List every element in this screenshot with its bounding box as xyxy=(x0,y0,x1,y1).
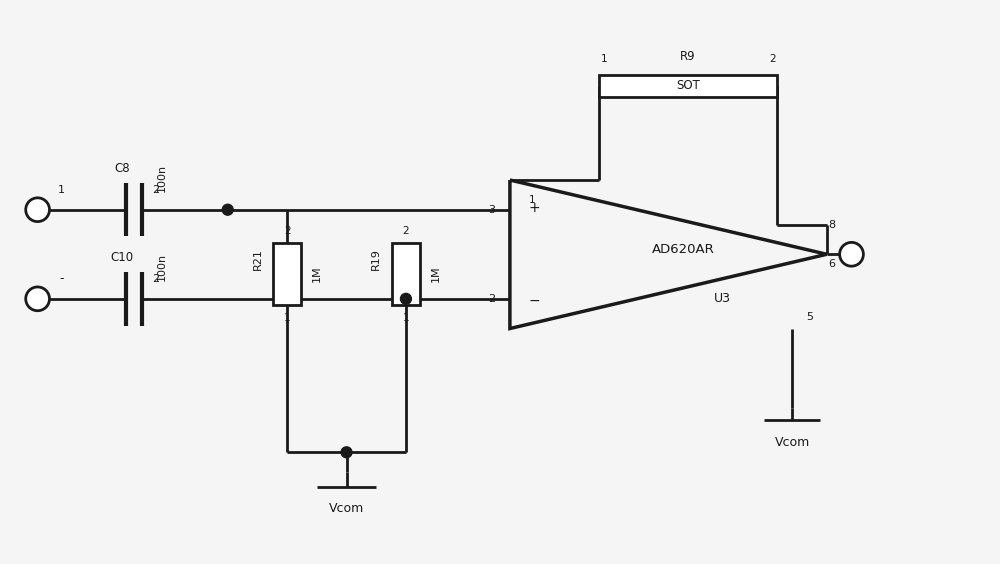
Text: 1M: 1M xyxy=(431,266,441,283)
Circle shape xyxy=(341,447,352,458)
Bar xyxy=(392,244,420,305)
Circle shape xyxy=(26,198,49,222)
Text: R19: R19 xyxy=(371,248,381,270)
Text: +: + xyxy=(529,201,540,215)
Text: 2: 2 xyxy=(284,226,290,236)
Text: Vcom: Vcom xyxy=(774,436,810,449)
Text: 8: 8 xyxy=(829,219,836,230)
Text: Vcom: Vcom xyxy=(329,503,364,515)
Text: 3: 3 xyxy=(489,205,496,215)
Text: 100n: 100n xyxy=(156,164,166,192)
Text: 1: 1 xyxy=(528,195,535,205)
Text: AD620AR: AD620AR xyxy=(652,243,715,256)
Circle shape xyxy=(400,293,411,305)
Text: R21: R21 xyxy=(252,248,262,270)
Text: 1: 1 xyxy=(284,312,290,323)
Text: 2: 2 xyxy=(769,54,776,64)
Text: 100n: 100n xyxy=(156,253,166,281)
Bar xyxy=(599,75,777,97)
Text: 1: 1 xyxy=(58,185,65,195)
Text: 6: 6 xyxy=(829,259,836,269)
Text: 5: 5 xyxy=(806,312,813,321)
Text: -: - xyxy=(59,272,64,285)
Text: SOT: SOT xyxy=(676,80,700,92)
Text: C8: C8 xyxy=(114,162,130,175)
Text: 2: 2 xyxy=(152,185,159,195)
Circle shape xyxy=(840,243,863,266)
Text: 1: 1 xyxy=(601,54,607,64)
Text: 1M: 1M xyxy=(312,266,322,283)
Text: 1: 1 xyxy=(403,312,409,323)
Text: 2: 2 xyxy=(489,294,496,304)
Circle shape xyxy=(26,287,49,311)
Text: R9: R9 xyxy=(680,50,696,63)
Bar xyxy=(273,244,301,305)
Text: −: − xyxy=(529,294,540,308)
Text: U3: U3 xyxy=(714,292,731,305)
Text: C10: C10 xyxy=(110,251,133,264)
Circle shape xyxy=(222,204,233,215)
Text: 2: 2 xyxy=(403,226,409,236)
Text: 2: 2 xyxy=(152,274,159,284)
